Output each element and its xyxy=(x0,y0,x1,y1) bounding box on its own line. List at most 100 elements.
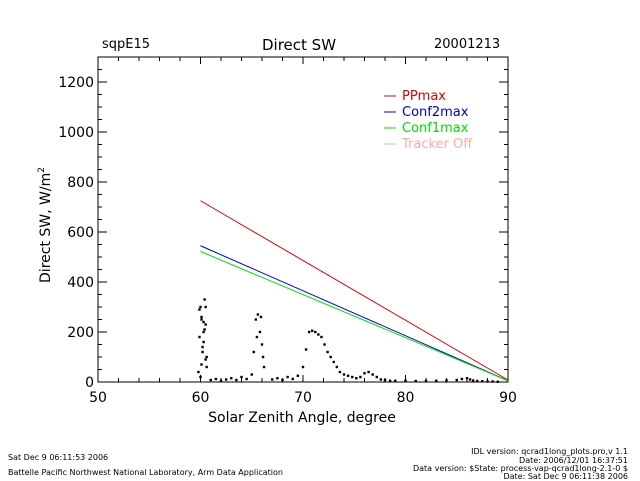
scatter-point xyxy=(301,365,305,369)
scatter-point xyxy=(424,379,428,383)
scatter-point xyxy=(250,373,253,376)
scatter-point xyxy=(256,313,260,316)
scatter-point xyxy=(235,378,238,382)
scatter-point xyxy=(276,377,279,380)
scatter-point xyxy=(205,355,208,359)
scatter-point xyxy=(199,305,202,309)
scatter-point xyxy=(259,315,263,319)
scatter-point xyxy=(203,328,206,331)
scatter-point xyxy=(245,377,248,381)
scatter-point xyxy=(260,343,264,346)
series-line-conf2max xyxy=(200,245,509,382)
footer-timestamp: Sat Dec 9 06:11:53 2006 xyxy=(8,453,109,462)
legend-label: Conf1max xyxy=(402,121,469,136)
scatter-point xyxy=(486,380,489,383)
x-tick-label: 50 xyxy=(89,390,107,406)
scatter-point xyxy=(326,350,329,354)
scatter-point xyxy=(252,350,255,354)
x-axis-label: Solar Zenith Angle, degree xyxy=(208,410,396,426)
scatter-point xyxy=(363,372,366,375)
y-tick-labels: 0 200 400 600 800 1000 1200 xyxy=(58,75,94,391)
scatter-point xyxy=(394,379,397,382)
scatter-point xyxy=(200,315,203,319)
scatter-point xyxy=(481,380,484,383)
y-tick-label: 1000 xyxy=(58,125,94,141)
x-tick-label: 70 xyxy=(294,390,312,406)
scatter-point xyxy=(383,378,387,382)
chart-title: Direct SW xyxy=(262,36,337,54)
y-tick-label: 1200 xyxy=(58,75,94,91)
scatter-point xyxy=(202,330,205,334)
scatter-point xyxy=(351,375,354,379)
scatter-point xyxy=(204,358,207,361)
scatter-point xyxy=(262,365,266,369)
scatter-point xyxy=(198,335,201,339)
scatter-point xyxy=(414,379,417,383)
scatter-point xyxy=(435,379,438,382)
scatter-point xyxy=(258,330,262,334)
scatter-point xyxy=(286,375,289,379)
scatter-point xyxy=(332,360,335,364)
y-axis-label: Direct SW, W/m2 xyxy=(37,167,54,283)
footer-data-version: Data version: $State: process-vap-qcrad1… xyxy=(412,464,628,473)
scatter-point xyxy=(346,374,350,377)
scatter-point xyxy=(224,378,228,381)
y-tick-label: 600 xyxy=(67,225,94,241)
x-tick-label: 60 xyxy=(192,390,210,406)
axis-ticks xyxy=(97,56,509,383)
footer-idl-version: IDL version: qcrad1long_plots.pro,v 1.1 xyxy=(471,447,628,456)
scatter-point xyxy=(201,350,204,354)
y-tick-label: 200 xyxy=(67,325,94,341)
scatter-point xyxy=(271,378,274,381)
scatter-point xyxy=(465,377,469,380)
scatter-point xyxy=(342,373,346,376)
scatter-point xyxy=(476,379,479,383)
footer-organization: Battelle Pacific Northwest National Labo… xyxy=(8,468,283,477)
scatter-point xyxy=(496,380,499,383)
scatter-point xyxy=(255,335,259,339)
scatter-point xyxy=(240,375,243,379)
x-tick-labels: 50 60 70 80 90 xyxy=(89,390,517,406)
scatter-point xyxy=(254,318,258,321)
y-tick-label: 800 xyxy=(67,175,94,191)
scatter-point xyxy=(307,330,311,334)
scatter-point xyxy=(468,378,472,381)
scatter-point xyxy=(214,377,218,381)
scatter-point xyxy=(202,340,205,344)
y-axis-label-superscript: 2 xyxy=(37,167,47,173)
scatter-point xyxy=(201,345,204,349)
y-tick-label: 400 xyxy=(67,275,94,291)
scatter-point xyxy=(205,365,208,369)
scatter-point xyxy=(209,378,212,382)
scatter-point xyxy=(355,377,358,380)
scatter-point xyxy=(388,379,392,382)
scatter-point xyxy=(204,305,207,309)
scatter-point xyxy=(202,320,205,324)
scatter-point xyxy=(291,377,294,381)
site-label: sqpE15 xyxy=(102,37,151,52)
legend-label: PPmax xyxy=(402,89,446,104)
date-label: 20001213 xyxy=(434,37,501,52)
scatter-point xyxy=(455,378,458,382)
scatter-point xyxy=(199,375,202,379)
scatter-point xyxy=(367,370,370,374)
scatter-point xyxy=(204,323,207,326)
scatter-point xyxy=(323,343,326,346)
scatter-point xyxy=(304,348,308,351)
scatter-point xyxy=(197,370,200,374)
scatter-point xyxy=(460,377,464,381)
scatter-point xyxy=(203,298,206,301)
scatter-point xyxy=(359,375,362,379)
scatter-point xyxy=(261,355,265,359)
scatter-point xyxy=(296,374,300,377)
scatter-point xyxy=(320,335,323,339)
series-line-ppmax xyxy=(200,200,509,381)
footer-data-date: Date: Sat Dec 9 06:11:38 2006 xyxy=(503,472,628,481)
scatter-point xyxy=(338,370,342,374)
scatter-point xyxy=(471,379,475,382)
scatter-point xyxy=(314,330,317,334)
scatter-point xyxy=(335,365,339,369)
scatter-point xyxy=(445,379,448,382)
scatter-point xyxy=(317,333,320,336)
